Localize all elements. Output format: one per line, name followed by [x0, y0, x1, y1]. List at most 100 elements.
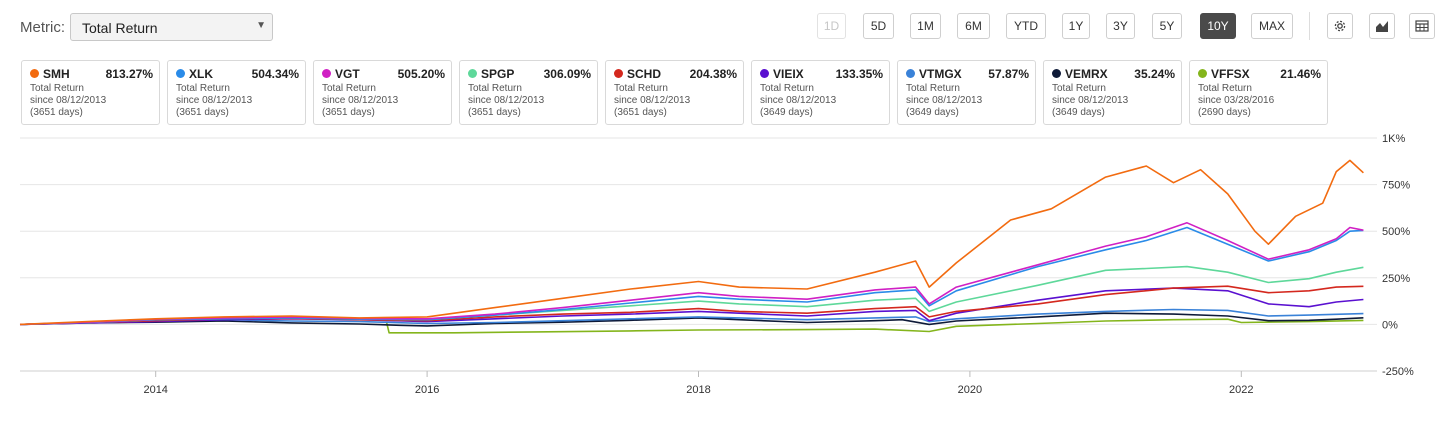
card-metric: Total Return [760, 83, 814, 94]
card-ticker: VEMRX [1065, 66, 1108, 81]
card-metric: Total Return [906, 83, 960, 94]
legend-card-vtmgx[interactable]: VTMGX 57.87% Total Return since 08/12/201… [897, 60, 1036, 125]
x-tick-label: 2022 [1229, 384, 1253, 396]
toolbar: Metric: Total Return ▼ 1D 5D 1M 6M YTD 1… [0, 0, 1456, 52]
y-tick-label: 1K% [1382, 133, 1405, 145]
card-since: since 08/12/2013 [906, 95, 983, 106]
card-ticker: VIEIX [773, 66, 804, 81]
range-6m-button[interactable]: 6M [957, 13, 990, 39]
card-value: 505.20% [397, 66, 445, 81]
card-ticker: SMH [43, 66, 70, 81]
series-color-dot [1052, 69, 1061, 78]
card-days: (3651 days) [30, 107, 83, 118]
metric-label: Metric: [20, 19, 65, 36]
card-days: (2690 days) [1198, 107, 1251, 118]
card-days: (3649 days) [760, 107, 813, 118]
legend-card-smh[interactable]: SMH 813.27% Total Return since 08/12/2013… [21, 60, 160, 125]
card-ticker: SCHD [627, 66, 662, 81]
series-color-dot [1198, 69, 1207, 78]
range-1m-button[interactable]: 1M [910, 13, 941, 39]
legend-card-vffsx[interactable]: VFFSX 21.46% Total Return since 03/28/201… [1189, 60, 1328, 125]
card-value: 35.24% [1134, 66, 1175, 81]
x-tick-label: 2016 [415, 384, 439, 396]
series-line-vemrx [19, 312, 1364, 327]
card-days: (3651 days) [614, 107, 667, 118]
range-max-button[interactable]: MAX [1251, 13, 1293, 39]
card-since: since 08/12/2013 [614, 95, 691, 106]
card-metric: Total Return [176, 83, 230, 94]
legend-card-spgp[interactable]: SPGP 306.09% Total Return since 08/12/201… [459, 60, 598, 125]
legend-card-vemrx[interactable]: VEMRX 35.24% Total Return since 08/12/201… [1043, 60, 1182, 125]
card-ticker: SPGP [481, 66, 515, 81]
card-ticker: XLK [189, 66, 213, 81]
gear-icon [1334, 20, 1346, 32]
y-tick-label: 0% [1382, 319, 1398, 331]
range-3y-button[interactable]: 3Y [1106, 13, 1135, 39]
card-since: since 08/12/2013 [760, 95, 837, 106]
y-tick-label: 250% [1382, 273, 1410, 285]
x-tick-label: 2014 [143, 384, 167, 396]
card-metric: Total Return [614, 83, 668, 94]
card-value: 133.35% [835, 66, 883, 81]
chart-type-button[interactable] [1369, 13, 1395, 39]
metric-select-value: Total Return [82, 20, 158, 36]
card-value: 57.87% [988, 66, 1029, 81]
range-5d-button[interactable]: 5D [863, 13, 894, 39]
card-metric: Total Return [1052, 83, 1106, 94]
card-value: 306.09% [543, 66, 591, 81]
line-chart[interactable]: 1K% 750% 500% 250% 0% -250% 2014 2016 2018 2020 20… [0, 128, 1456, 424]
card-since: since 08/12/2013 [468, 95, 545, 106]
range-1d-button[interactable]: 1D [817, 13, 846, 39]
caret-down-icon: ▼ [256, 20, 266, 31]
table-icon [1415, 20, 1429, 32]
legend-card-schd[interactable]: SCHD 204.38% Total Return since 08/12/201… [605, 60, 744, 125]
series-color-dot [614, 69, 623, 78]
range-ytd-button[interactable]: YTD [1006, 13, 1046, 39]
card-days: (3651 days) [322, 107, 375, 118]
series-color-dot [30, 69, 39, 78]
metric-select[interactable]: Total Return ▼ [70, 13, 273, 41]
series-color-dot [468, 69, 477, 78]
card-since: since 08/12/2013 [30, 95, 107, 106]
card-ticker: VFFSX [1211, 66, 1250, 81]
series-color-dot [322, 69, 331, 78]
y-tick-label: 750% [1382, 180, 1410, 192]
legend-card-vgt[interactable]: VGT 505.20% Total Return since 08/12/2013… [313, 60, 452, 125]
card-ticker: VTMGX [919, 66, 962, 81]
series-line-vffsx [385, 318, 1364, 334]
card-since: since 08/12/2013 [176, 95, 253, 106]
card-since: since 08/12/2013 [322, 95, 399, 106]
card-metric: Total Return [322, 83, 376, 94]
series-color-dot [760, 69, 769, 78]
card-value: 204.38% [689, 66, 737, 81]
card-value: 21.46% [1280, 66, 1321, 81]
card-metric: Total Return [468, 83, 522, 94]
table-view-button[interactable] [1409, 13, 1435, 39]
card-metric: Total Return [1198, 83, 1252, 94]
range-10y-button[interactable]: 10Y [1200, 13, 1236, 39]
card-value: 504.34% [251, 66, 299, 81]
card-value: 813.27% [105, 66, 153, 81]
series-line-smh [19, 159, 1364, 326]
card-days: (3651 days) [468, 107, 521, 118]
card-days: (3649 days) [906, 107, 959, 118]
chart-type-icon [1376, 21, 1388, 32]
range-5y-button[interactable]: 5Y [1152, 13, 1182, 39]
card-days: (3649 days) [1052, 107, 1105, 118]
y-tick-label: -250% [1382, 366, 1414, 378]
card-since: since 03/28/2016 [1198, 95, 1275, 106]
series-line-xlk [19, 226, 1364, 326]
legend-card-xlk[interactable]: XLK 504.34% Total Return since 08/12/2013… [167, 60, 306, 125]
series-line-spgp [19, 265, 1364, 326]
legend-card-vieix[interactable]: VIEIX 133.35% Total Return since 08/12/20… [751, 60, 890, 125]
settings-button[interactable] [1327, 13, 1353, 39]
series-color-dot [906, 69, 915, 78]
series-color-dot [176, 69, 185, 78]
series-line-vtmgx [19, 308, 1364, 326]
range-1y-button[interactable]: 1Y [1062, 13, 1090, 39]
x-tick-label: 2020 [958, 384, 982, 396]
card-since: since 08/12/2013 [1052, 95, 1129, 106]
y-tick-label: 500% [1382, 226, 1410, 238]
toolbar-divider [1309, 12, 1310, 40]
card-days: (3651 days) [176, 107, 229, 118]
